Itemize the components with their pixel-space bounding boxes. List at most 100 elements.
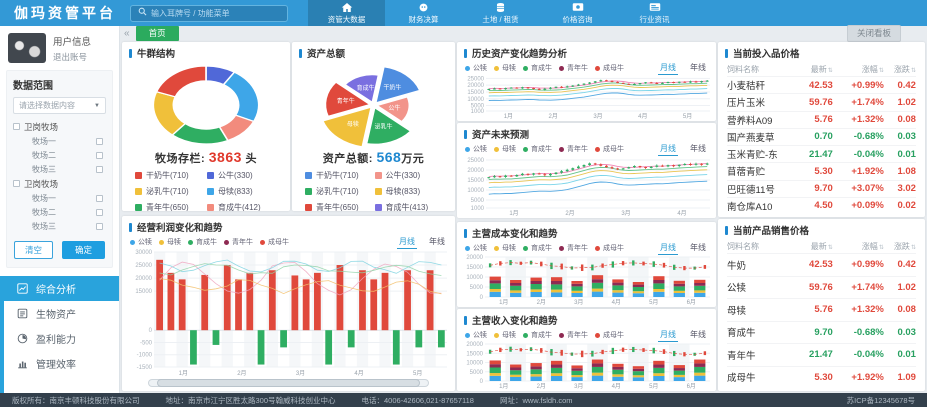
legend-item[interactable]: 公犊 [130,237,152,247]
legend-item[interactable]: 母犊(833) [374,186,443,197]
checkbox[interactable] [96,165,103,173]
tree-item[interactable]: 牧场一 [13,191,106,205]
legend-item[interactable]: 成母牛 [595,144,624,154]
table-row[interactable]: 国产燕麦草 0.70 -0.68% 0.03 [727,127,916,145]
legend-item[interactable]: 青年牛 [559,243,588,253]
tab-monthly[interactable]: 月线 [397,236,417,249]
legend-item[interactable]: 青年牛 [559,330,588,340]
checkbox[interactable] [96,194,103,202]
clear-button[interactable]: 清空 [13,241,53,259]
table-row[interactable]: 巴旺德11号 9.70 +3.07% 3.02 [727,179,916,197]
tab-monthly[interactable]: 月线 [658,242,678,255]
checkbox[interactable] [96,137,103,145]
legend-item[interactable]: 青年牛 [559,63,588,73]
data-scope-dropdown[interactable]: 请选择数据内容 ▼ [13,97,106,114]
legend-item[interactable]: 青年牛(650) [135,202,205,211]
legend-item[interactable]: 母犊 [494,63,516,73]
confirm-button[interactable]: 确定 [62,241,106,259]
table-sort-col-3[interactable]: 涨跌⇅ [893,64,916,74]
table-row[interactable]: 玉米青贮-东 21.47 -0.04% 0.01 [727,145,916,162]
tree-group[interactable]: 卫岗牧场 [13,119,106,134]
legend-item[interactable]: 青年牛 [559,144,588,154]
legend-item[interactable]: 公牛(330) [207,170,277,181]
legend-item[interactable]: 育成牛 [188,237,217,247]
table-row[interactable]: 母犊 5.76 +1.32% 0.08 [727,298,916,321]
legend-item[interactable]: 成母牛 [595,330,624,340]
table-row[interactable]: 营养料A09 5.76 +1.32% 0.08 [727,110,916,128]
tab-yearly[interactable]: 年线 [690,62,706,72]
legend-item[interactable]: 公犊 [465,330,487,340]
checkbox[interactable] [13,180,20,187]
table-row[interactable]: 育成牛 9.70 -0.68% 0.03 [727,320,916,344]
legend-item[interactable]: 成母牛 [595,63,624,73]
table-row[interactable]: 苜蓿青贮 5.30 +1.92% 1.08 [727,162,916,179]
legend-item[interactable]: 母犊 [494,144,516,154]
checkbox[interactable] [96,151,103,159]
nav-item-4[interactable]: 价格咨询 [539,0,616,26]
tab-yearly[interactable]: 年线 [690,143,706,153]
logout-link[interactable]: 退出账号 [53,51,88,62]
legend-item[interactable]: 育成牛 [523,243,552,253]
tree-item[interactable]: 牧场二 [13,205,106,219]
legend-item[interactable]: 成母牛 [595,243,624,253]
legend-item[interactable]: 母犊 [494,330,516,340]
collapse-tabs-icon[interactable]: « [124,28,130,39]
nav-item-5[interactable]: 行业资讯 [616,0,693,26]
table-row[interactable]: 南仓库A10 4.50 +0.09% 0.02 [727,196,916,214]
sidebar-item-4[interactable]: 管理效率 [4,351,119,376]
legend-item[interactable]: 母犊 [159,237,181,247]
legend-item[interactable]: 育成牛(412) [207,202,277,211]
legend-item[interactable]: 母犊 [494,243,516,253]
sidebar-item-3[interactable]: 盈利能力 [4,326,119,351]
legend-item[interactable]: 成母牛 [260,237,289,247]
legend-item[interactable]: 干奶牛(710) [135,170,205,181]
table-sort-col-3[interactable]: 涨跌⇅ [893,241,916,251]
tree-item[interactable]: 牧场一 [13,134,106,148]
legend-item[interactable]: 育成牛 [523,330,552,340]
table-row[interactable]: 小麦秸秆 42.53 +0.99% 0.42 [727,76,916,93]
table-row[interactable]: 成母牛 5.30 +1.92% 1.09 [727,365,916,389]
nav-item-1[interactable]: 资管大数据 [308,0,385,26]
legend-item[interactable]: 干奶牛(710) [305,170,373,181]
legend-item[interactable]: 青年牛(650) [305,202,373,211]
legend-item[interactable]: 公犊 [465,144,487,154]
tree-group[interactable]: 卫岗牧场 [13,176,106,191]
sidebar-item-1[interactable]: 综合分析 [4,276,119,301]
legend-item[interactable]: 青年牛 [224,237,253,247]
nav-item-2[interactable]: 财务决算 [385,0,462,26]
tab-monthly[interactable]: 月线 [658,329,678,342]
legend-item[interactable]: 公牛(330) [374,170,443,181]
table-row[interactable]: 牛奶 42.53 +0.99% 0.42 [727,253,916,276]
legend-item[interactable]: 育成牛(413) [374,202,443,211]
table-sort-col-2[interactable]: 涨幅⇅ [861,241,884,251]
checkbox[interactable] [13,123,20,130]
tree-item[interactable]: 牧场二 [13,148,106,162]
legend-item[interactable]: 母犊(833) [207,186,277,197]
tab-home[interactable]: 首页 [135,26,179,41]
table-row[interactable]: 公犊 59.76 +1.74% 1.02 [727,275,916,299]
legend-item[interactable]: 公犊 [465,63,487,73]
checkbox[interactable] [96,208,103,216]
tab-monthly[interactable]: 月线 [658,62,678,75]
tree-item[interactable]: 牧场三 [13,219,106,233]
table-sort-col-2[interactable]: 涨幅⇅ [861,64,884,74]
nav-item-3[interactable]: 土地 / 租赁 [462,0,539,26]
datazoom-scrollbar[interactable] [148,379,429,387]
table-row[interactable]: 青年牛 21.47 -0.04% 0.01 [727,343,916,366]
tab-yearly[interactable]: 年线 [690,242,706,252]
tree-item[interactable]: 牧场三 [13,162,106,176]
legend-item[interactable]: 育成牛 [523,63,552,73]
legend-item[interactable]: 泌乳牛(710) [305,186,373,197]
legend-item[interactable]: 泌乳牛(710) [135,186,205,197]
datazoom-handle[interactable] [157,379,420,387]
table-row[interactable]: 压片玉米 59.76 +1.74% 1.02 [727,93,916,110]
close-board-button[interactable]: 关闭看板 [846,25,901,42]
checkbox[interactable] [96,222,103,230]
sidebar-item-2[interactable]: 生物资产 [4,301,119,326]
search-input[interactable] [151,8,280,18]
tab-yearly[interactable]: 年线 [429,236,445,246]
table-sort-col-1[interactable]: 最新⇅ [810,241,833,251]
table-sort-col-1[interactable]: 最新⇅ [810,64,833,74]
tab-yearly[interactable]: 年线 [690,329,706,339]
search-box[interactable] [130,4,288,22]
